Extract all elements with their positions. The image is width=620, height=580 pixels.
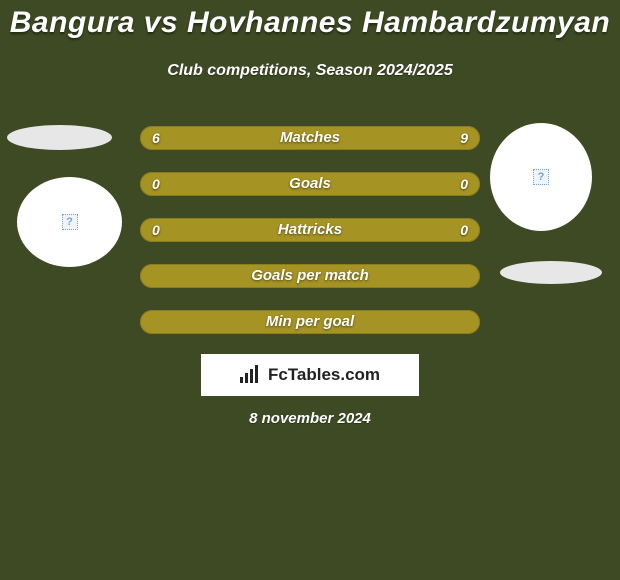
page-subtitle: Club competitions, Season 2024/2025 <box>0 62 620 80</box>
unknown-player-icon: ? <box>62 214 78 230</box>
bar-value-left: 0 <box>152 172 160 196</box>
stat-bar: Min per goal <box>140 310 480 334</box>
left-shadow-ellipse <box>7 125 112 150</box>
stat-bar: Hattricks0 0 <box>140 218 480 242</box>
bar-value-right: 0 <box>460 172 468 196</box>
page-title: Bangura vs Hovhannes Hambardzumyan <box>0 6 620 40</box>
logo-text: FcTables.com <box>268 365 380 385</box>
left-player-avatar: ? <box>17 177 122 267</box>
snapshot-date: 8 november 2024 <box>0 410 620 427</box>
bar-value-left: 0 <box>152 218 160 242</box>
bar-label: Goals <box>140 172 480 196</box>
unknown-player-icon: ? <box>533 169 549 185</box>
bar-label: Matches <box>140 126 480 150</box>
stat-bars: Matches69Goals00Hattricks00Goals per mat… <box>140 126 480 334</box>
stat-bar: Goals per match <box>140 264 480 288</box>
stat-bar: Goals0 0 <box>140 172 480 196</box>
fctables-logo: FcTables.com <box>201 354 419 396</box>
stat-bar: Matches6 9 <box>140 126 480 150</box>
comparison-infographic: Bangura vs Hovhannes Hambardzumyan Club … <box>0 0 620 580</box>
right-shadow-ellipse <box>500 261 602 284</box>
right-player-avatar: ? <box>490 123 592 231</box>
bar-label: Hattricks <box>140 218 480 242</box>
bar-value-left: 6 <box>152 126 160 150</box>
bars-icon <box>240 365 262 388</box>
bar-label: Goals per match <box>140 264 480 288</box>
bar-label: Min per goal <box>140 310 480 334</box>
bar-value-right: 0 <box>460 218 468 242</box>
bar-value-right: 9 <box>460 126 468 150</box>
